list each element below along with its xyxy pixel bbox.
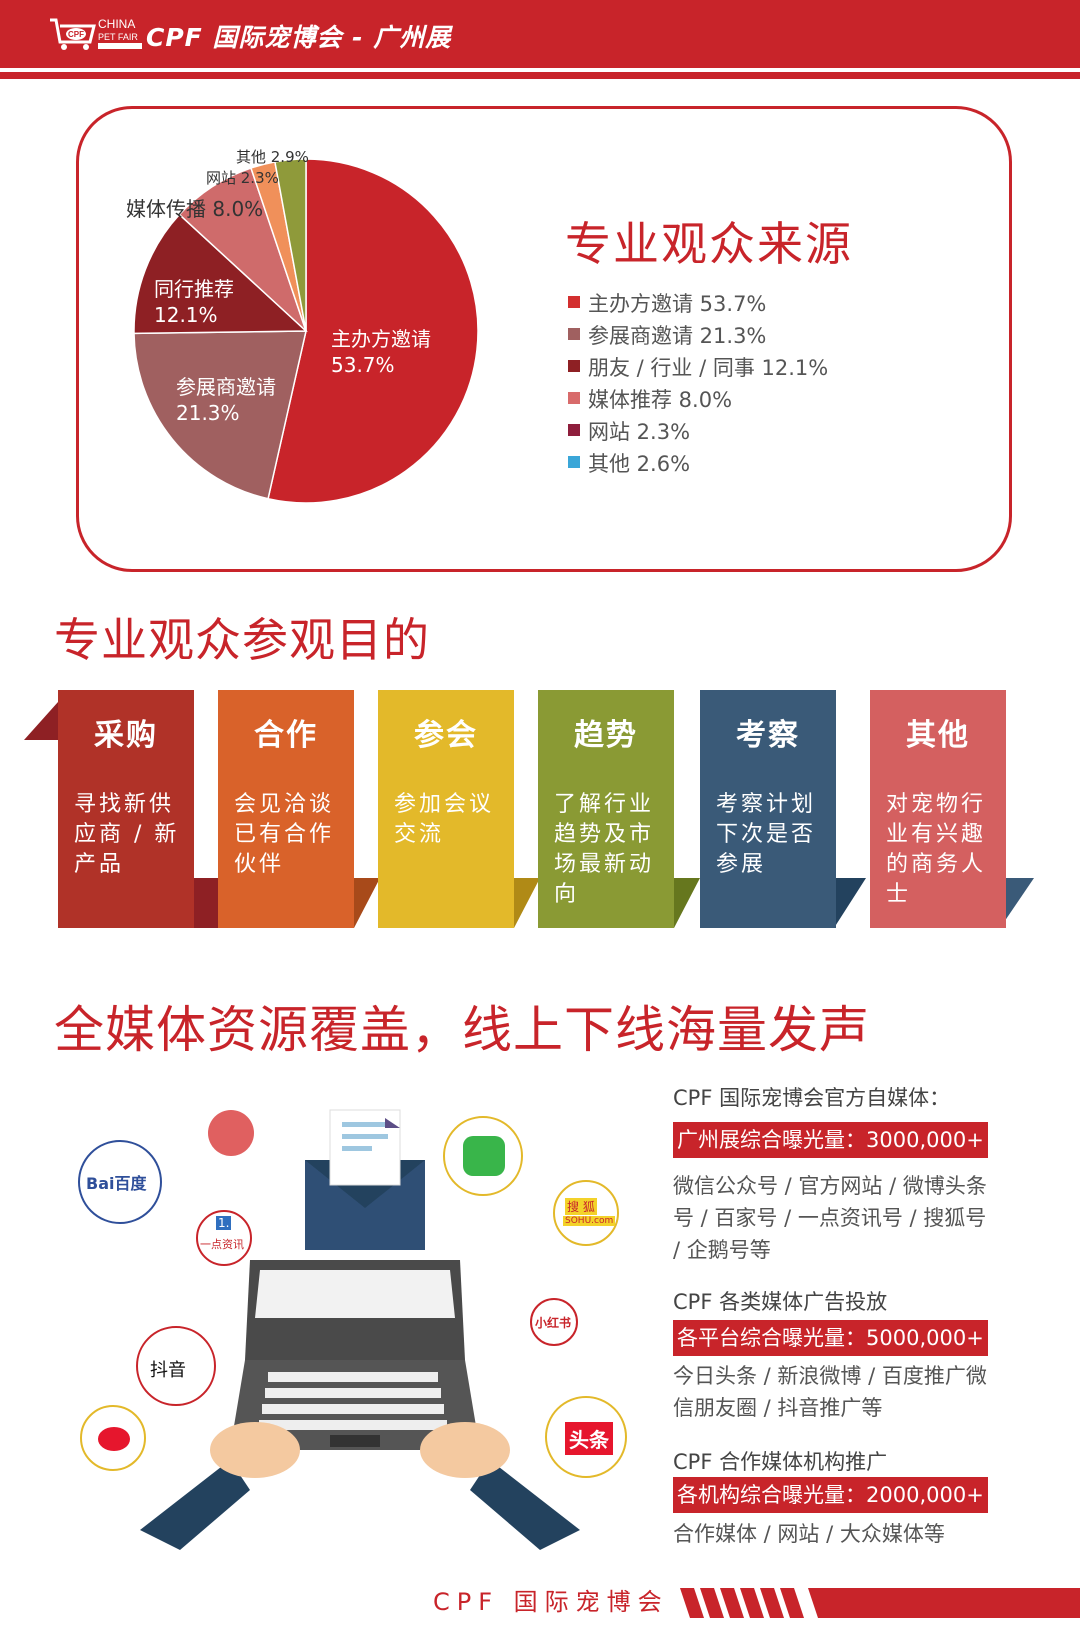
sources-legend: 主办方邀请 53.7% 参展商邀请 21.3% 朋友 / 行业 / 同事 12.… — [568, 288, 828, 480]
pie-slice-value: 53.7% — [331, 353, 395, 377]
sohu-logo-sub: SOHU.com — [563, 1216, 616, 1226]
sohu-logo-icon: 搜 狐 SOHU.com — [553, 1180, 619, 1246]
legend-label: 参展商邀请 21.3% — [588, 324, 767, 348]
card-title: 其他 — [906, 718, 970, 753]
purpose-card-other: 其他对宠物行业有兴趣的商务人士 — [870, 690, 1006, 928]
pie-slice-label: 同行推荐 — [154, 277, 234, 301]
purpose-card-cooperation: 合作会见洽谈已有合作伙伴 — [218, 690, 354, 928]
pie-slice-label: 参展商邀请 — [176, 375, 276, 399]
sources-panel — [76, 106, 1012, 572]
purpose-card-conference: 参会 参加会议交流 — [378, 690, 514, 928]
hands-icon — [140, 1422, 580, 1550]
purpose-card-purchase: 采购寻找新供应商 / 新产品 — [58, 690, 194, 928]
card-title: 采购 — [94, 718, 158, 753]
weibo-logo-icon — [80, 1405, 146, 1471]
media-title: 全媒体资源覆盖，线上下线海量发声 — [54, 1001, 870, 1059]
media-group-desc: 合作媒体 / 网站 / 大众媒体等 — [673, 1522, 945, 1546]
media-group-heading: CPF 各类媒体广告投放 — [673, 1290, 888, 1314]
pie-slice — [133, 213, 308, 335]
purpose-card-inspection: 考察考察计划下次是否参展 — [700, 690, 836, 928]
legend-item: 其他 2.6% — [568, 448, 828, 480]
pie-slice-label: 主办方邀请 — [331, 327, 431, 351]
legend-swatch — [568, 424, 580, 436]
sources-title: 专业观众来源 — [565, 217, 853, 271]
pie-slice — [274, 158, 307, 332]
media-group-bar: 各平台综合曝光量：5000,000+ — [673, 1320, 988, 1356]
footer-stripes — [680, 1588, 1080, 1618]
legend-swatch — [568, 296, 580, 308]
card-text: 参加会议交流 — [394, 792, 495, 847]
pie-slice-label: 其他 2.9% — [236, 148, 309, 166]
toutiao-logo-icon: 头条 — [545, 1396, 627, 1478]
baidu-logo-text: Bai百度 — [86, 1174, 147, 1193]
legend-swatch — [568, 456, 580, 468]
card-text: 了解行业趋势及市场最新动向 — [554, 792, 655, 907]
card-title: 参会 — [414, 718, 478, 753]
pie-slice-value: 21.3% — [176, 401, 240, 425]
pie-slice-label: 网站 2.3% — [206, 169, 279, 187]
yidian-badge: 1. — [216, 1216, 232, 1230]
laptop-icon — [230, 1260, 480, 1450]
toutiao-logo-text: 头条 — [565, 1422, 613, 1455]
media-group-heading: CPF 国际宠博会官方自媒体： — [673, 1086, 951, 1110]
envelope-icon — [305, 1109, 425, 1250]
legend-item: 朋友 / 行业 / 同事 12.1% — [568, 352, 828, 384]
header-underline — [0, 72, 1080, 79]
yidian-logo-text: 一点资讯 — [200, 1238, 244, 1251]
header-bar — [0, 0, 1080, 68]
xiaohongshu-logo-text: 小红书 — [535, 1316, 572, 1330]
xiaohongshu-logo-icon: 小红书 — [530, 1298, 578, 1346]
media-group-heading: CPF 合作媒体机构推广 — [673, 1450, 888, 1474]
footer-text: CPF 国际宠博会 — [433, 1588, 669, 1616]
legend-item: 主办方邀请 53.7% — [568, 288, 828, 320]
cpf-logo-icon: CPF CHINA PET FAIR — [50, 17, 142, 50]
card-title: 合作 — [254, 718, 318, 753]
legend-label: 朋友 / 行业 / 同事 12.1% — [588, 356, 829, 380]
legend-item: 参展商邀请 21.3% — [568, 320, 828, 352]
legend-item: 媒体推荐 8.0% — [568, 384, 828, 416]
header-title: CPF 国际宠博会 - 广州展 — [146, 23, 452, 52]
card-text: 寻找新供应商 / 新产品 — [74, 792, 180, 877]
laptop-illustration — [140, 1109, 580, 1550]
legend-item: 网站 2.3% — [568, 416, 828, 448]
douyin-logo-text: 抖音 — [150, 1360, 186, 1381]
legend-label: 主办方邀请 53.7% — [588, 292, 767, 316]
yidian-logo-icon: 1. 一点资讯 — [196, 1210, 252, 1266]
tv-icon — [208, 1110, 254, 1156]
legend-label: 媒体推荐 8.0% — [588, 388, 733, 412]
wechat-logo-icon — [443, 1116, 523, 1196]
legend-swatch — [568, 392, 580, 404]
legend-swatch — [568, 360, 580, 372]
legend-label: 网站 2.3% — [588, 420, 691, 444]
media-group-bar: 广州展综合曝光量：3000,000+ — [673, 1122, 988, 1158]
legend-label: 其他 2.6% — [588, 452, 691, 476]
pie-slice-label: 媒体传播 8.0% — [126, 197, 263, 221]
media-group-bar: 各机构综合曝光量：2000,000+ — [673, 1477, 988, 1513]
sohu-logo-text: 搜 狐 — [565, 1198, 597, 1215]
logo-badge: CPF — [68, 30, 84, 39]
media-group-desc: 今日头条 / 新浪微博 / 百度推广微信朋友圈 / 抖音推广等 — [673, 1364, 987, 1420]
logo-line2: PET FAIR — [98, 32, 138, 42]
purpose-card-trend: 趋势了解行业趋势及市场最新动向 — [538, 690, 674, 928]
purpose-ribbon — [24, 702, 1034, 928]
legend-swatch — [568, 328, 580, 340]
card-text: 会见洽谈已有合作伙伴 — [234, 792, 335, 877]
baidu-logo-icon: Bai百度 — [78, 1140, 162, 1224]
pie-slice — [267, 158, 479, 504]
douyin-logo-icon: 抖音 — [136, 1326, 216, 1406]
card-text: 考察计划下次是否参展 — [716, 792, 817, 877]
card-title: 趋势 — [574, 718, 638, 753]
logo-line1: CHINA — [98, 17, 135, 31]
pie-slice-value: 12.1% — [154, 303, 218, 327]
purpose-title: 专业观众参观目的 — [54, 613, 430, 667]
card-text: 对宠物行业有兴趣的商务人士 — [886, 792, 987, 907]
pie-slice — [133, 330, 307, 500]
card-title: 考察 — [736, 718, 800, 753]
media-group-desc: 微信公众号 / 官方网站 / 微博头条号 / 百家号 / 一点资讯号 / 搜狐号… — [673, 1174, 987, 1262]
